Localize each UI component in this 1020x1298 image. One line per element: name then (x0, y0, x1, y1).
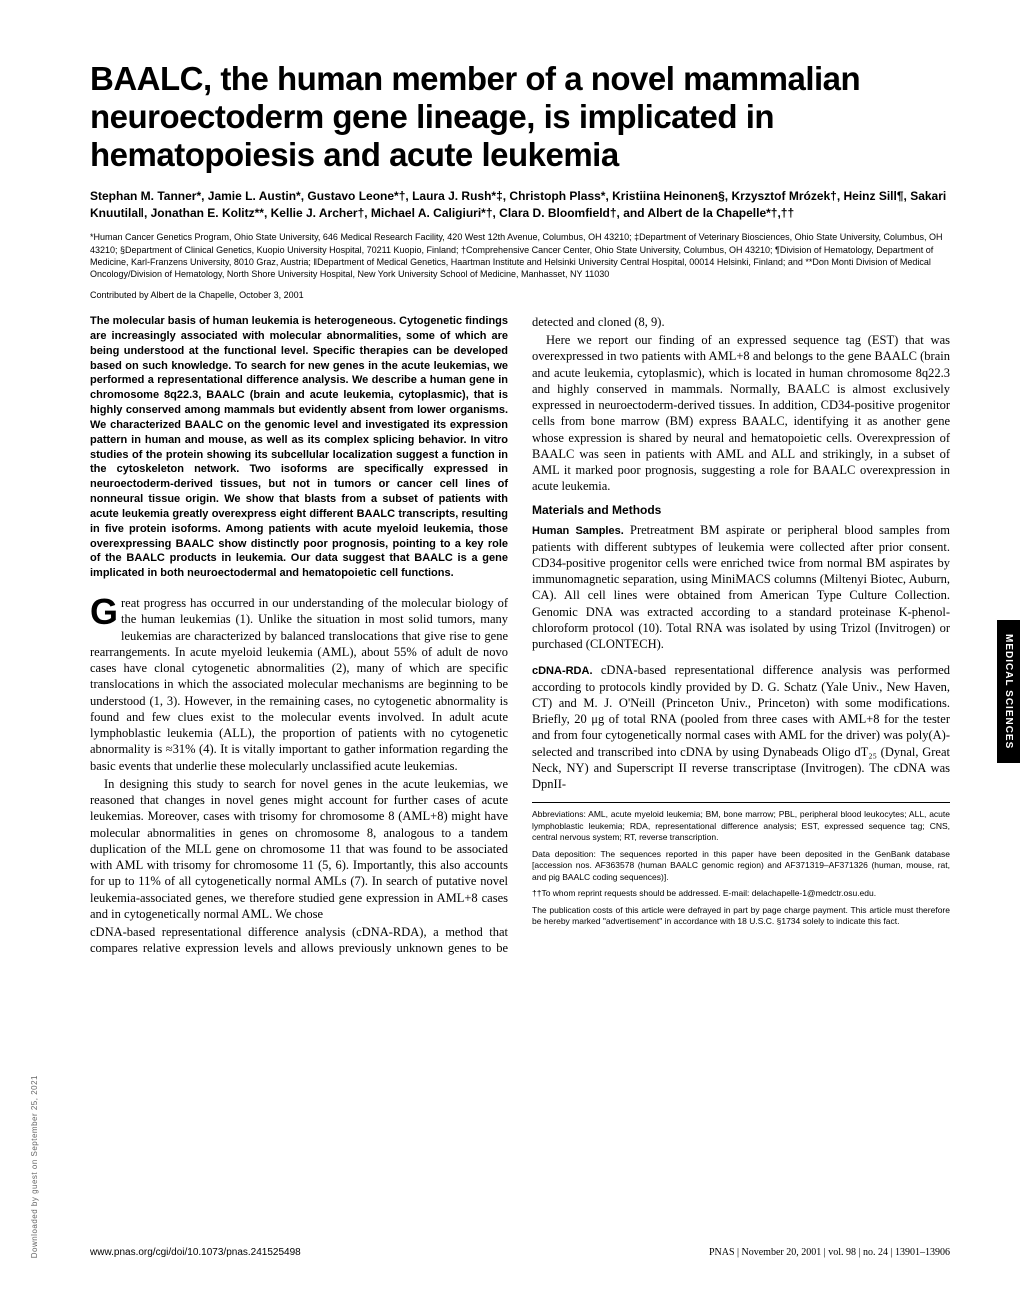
abstract: The molecular basis of human leukemia is… (90, 314, 508, 581)
footnote-data-deposition: Data deposition: The sequences reported … (532, 849, 950, 883)
cdna-rda-para: cDNA-RDA. cDNA-based representational di… (532, 662, 950, 792)
footer-citation: PNAS | November 20, 2001 | vol. 98 | no.… (709, 1247, 950, 1258)
footnote-divider (532, 802, 950, 803)
intro-text-1: reat progress has occurred in our unders… (90, 596, 508, 773)
intro-para-2: In designing this study to search for no… (90, 776, 508, 922)
cdna-rda-text: cDNA-based representational difference a… (532, 663, 950, 791)
download-info: Downloaded by guest on September 25, 202… (30, 1075, 39, 1258)
footnote-correspondence: ††To whom reprint requests should be add… (532, 888, 950, 899)
section-materials-methods: Materials and Methods (532, 503, 950, 519)
footer-doi: www.pnas.org/cgi/doi/10.1073/pnas.241525… (90, 1247, 301, 1258)
subsec-cdna-rda: cDNA-RDA. (532, 665, 593, 677)
subsec-human-samples: Human Samples. (532, 525, 624, 537)
footnote-publication-costs: The publication costs of this article we… (532, 905, 950, 928)
dropcap-g: G (90, 597, 118, 628)
human-samples-para: Human Samples. Pretreatment BM aspirate … (532, 522, 950, 652)
side-category-tab: MEDICAL SCIENCES (997, 620, 1020, 763)
page-footer: www.pnas.org/cgi/doi/10.1073/pnas.241525… (90, 1247, 950, 1258)
intro-para-1: Great progress has occurred in our under… (90, 595, 508, 774)
article-body: The molecular basis of human leukemia is… (90, 314, 950, 957)
human-samples-text: Pretreatment BM aspirate or peripheral b… (532, 523, 950, 651)
contributed-by: Contributed by Albert de la Chapelle, Oc… (90, 290, 950, 300)
authors-list: Stephan M. Tanner*, Jamie L. Austin*, Gu… (90, 188, 950, 222)
col2-para-2: Here we report our finding of an express… (532, 332, 950, 495)
article-title: BAALC, the human member of a novel mamma… (90, 60, 950, 174)
footnote-abbrev: Abbreviations: AML, acute myeloid leukem… (532, 809, 950, 843)
affiliations: *Human Cancer Genetics Program, Ohio Sta… (90, 231, 950, 280)
